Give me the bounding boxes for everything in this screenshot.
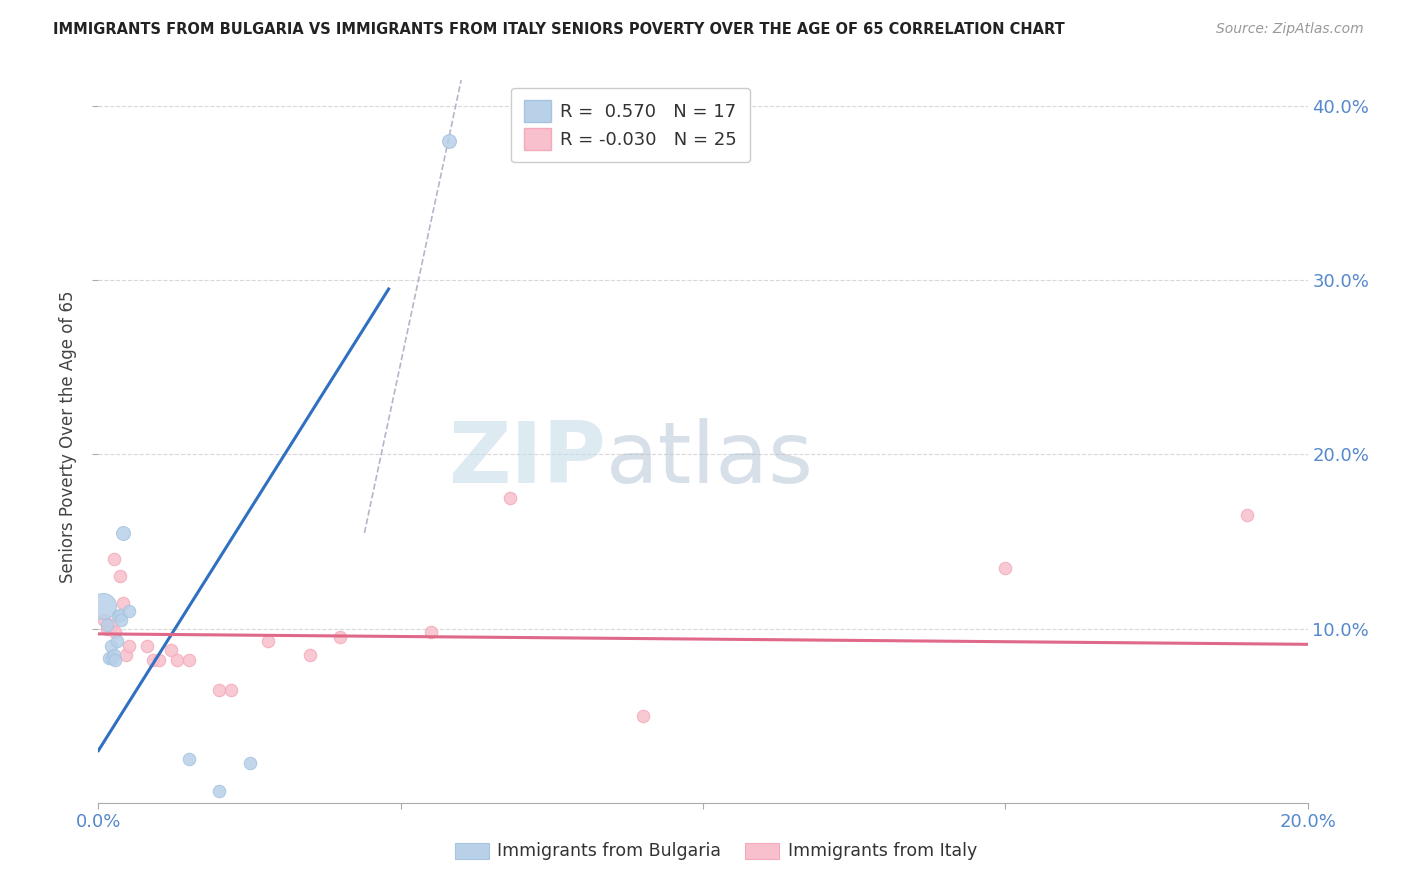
Point bbox=[166, 653, 188, 667]
Point bbox=[104, 653, 127, 667]
Point bbox=[111, 595, 134, 609]
Point bbox=[111, 525, 134, 540]
Text: Immigrants from Bulgaria: Immigrants from Bulgaria bbox=[498, 842, 721, 860]
Text: Immigrants from Italy: Immigrants from Italy bbox=[787, 842, 977, 860]
Point bbox=[96, 622, 118, 636]
Point bbox=[437, 134, 460, 148]
Text: atlas: atlas bbox=[606, 417, 814, 500]
Point bbox=[239, 756, 262, 770]
Point bbox=[148, 653, 170, 667]
Text: IMMIGRANTS FROM BULGARIA VS IMMIGRANTS FROM ITALY SENIORS POVERTY OVER THE AGE O: IMMIGRANTS FROM BULGARIA VS IMMIGRANTS F… bbox=[53, 22, 1066, 37]
Point bbox=[179, 752, 201, 766]
Point bbox=[208, 682, 231, 697]
Point bbox=[107, 609, 129, 624]
Point bbox=[221, 682, 243, 697]
Point bbox=[118, 604, 141, 618]
Point bbox=[299, 648, 322, 662]
Point bbox=[93, 613, 115, 627]
Point bbox=[114, 648, 136, 662]
Y-axis label: Seniors Poverty Over the Age of 65: Seniors Poverty Over the Age of 65 bbox=[59, 291, 77, 583]
FancyBboxPatch shape bbox=[456, 843, 489, 859]
Point bbox=[103, 648, 125, 662]
Point bbox=[208, 783, 231, 797]
Point bbox=[105, 633, 128, 648]
Point bbox=[103, 552, 125, 566]
Text: Source: ZipAtlas.com: Source: ZipAtlas.com bbox=[1216, 22, 1364, 37]
Point bbox=[110, 613, 132, 627]
Point bbox=[100, 618, 122, 632]
Point bbox=[108, 607, 131, 622]
Point bbox=[98, 651, 121, 665]
Point bbox=[420, 625, 443, 640]
Point bbox=[108, 569, 131, 583]
Point bbox=[142, 653, 165, 667]
Point bbox=[631, 708, 654, 723]
Point bbox=[329, 631, 352, 645]
Legend: R =  0.570   N = 17, R = -0.030   N = 25: R = 0.570 N = 17, R = -0.030 N = 25 bbox=[512, 87, 749, 162]
Point bbox=[91, 599, 114, 613]
Point bbox=[135, 639, 157, 653]
Point bbox=[104, 625, 127, 640]
Text: ZIP: ZIP bbox=[449, 417, 606, 500]
Point bbox=[179, 653, 201, 667]
FancyBboxPatch shape bbox=[745, 843, 779, 859]
Point bbox=[1236, 508, 1258, 523]
Point bbox=[994, 560, 1017, 574]
Point bbox=[118, 639, 141, 653]
Point bbox=[256, 633, 278, 648]
Point bbox=[100, 639, 122, 653]
Point bbox=[100, 651, 122, 665]
Point bbox=[498, 491, 520, 505]
Point bbox=[96, 618, 118, 632]
Point bbox=[160, 642, 183, 657]
